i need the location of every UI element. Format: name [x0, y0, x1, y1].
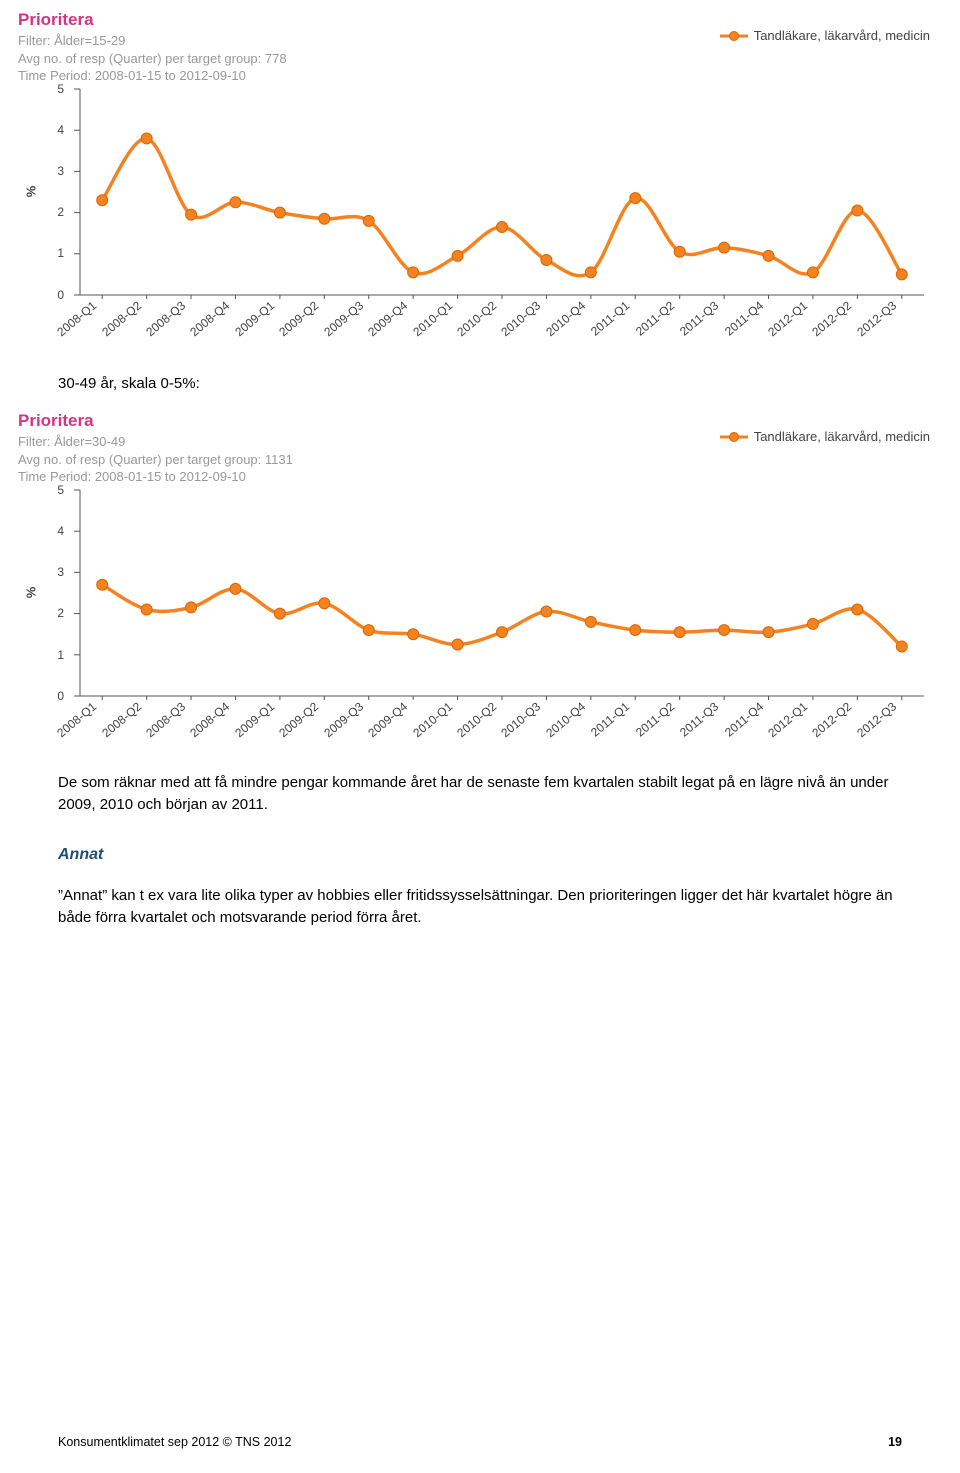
ytick-label: 3: [57, 164, 64, 178]
xtick-label: 2009-Q4: [366, 298, 411, 339]
legend-swatch-icon: [720, 30, 748, 42]
xtick-label: 2012-Q1: [765, 699, 810, 740]
xtick-label: 2011-Q4: [722, 699, 766, 739]
xtick-label: 2009-Q4: [366, 699, 411, 740]
xtick-label: 2009-Q3: [321, 298, 366, 339]
xtick-label: 2010-Q1: [410, 298, 455, 339]
xtick-label: 2008-Q1: [55, 298, 100, 339]
ytick-label: 3: [57, 565, 64, 579]
chart-2-meta-line: Avg no. of resp (Quarter) per target gro…: [18, 451, 942, 469]
chart-1-xticks: 2008-Q12008-Q22008-Q32008-Q42009-Q12009-…: [66, 299, 926, 361]
section-heading: Annat: [58, 843, 902, 867]
xtick-label: 2009-Q3: [321, 699, 366, 740]
xtick-label: 2012-Q2: [810, 298, 855, 339]
xtick-label: 2009-Q1: [232, 298, 277, 339]
page-footer: Konsumentklimatet sep 2012 © TNS 2012 19: [0, 1435, 960, 1449]
chart-1-meta-line: Time Period: 2008-01-15 to 2012-09-10: [18, 67, 942, 85]
xtick-label: 2010-Q3: [499, 699, 544, 740]
legend-swatch-icon: [720, 431, 748, 443]
chart-1-ylabel-box: %: [18, 85, 44, 299]
xtick-label: 2011-Q1: [588, 298, 632, 338]
xtick-label: 2011-Q1: [588, 699, 632, 739]
chart-2-xticks: 2008-Q12008-Q22008-Q32008-Q42009-Q12009-…: [66, 700, 926, 762]
chart-1-legend: Tandläkare, läkarvård, medicin: [720, 28, 930, 43]
ytick-label: 1: [57, 648, 64, 662]
footer-left: Konsumentklimatet sep 2012 © TNS 2012: [58, 1435, 291, 1449]
xtick-label: 2008-Q4: [188, 298, 233, 339]
chart-1-title: Prioritera: [18, 10, 942, 30]
xtick-label: 2012-Q3: [854, 699, 899, 740]
xtick-label: 2008-Q3: [143, 298, 188, 339]
xtick-label: 2008-Q3: [143, 699, 188, 740]
xtick-label: 2010-Q3: [499, 298, 544, 339]
ytick-label: 4: [57, 524, 64, 538]
chart-1-yticks: 0 1 2 3 4 5: [44, 85, 66, 299]
xtick-label: 2012-Q1: [765, 298, 810, 339]
ytick-label: 2: [57, 205, 64, 219]
chart-2-ylabel-box: %: [18, 486, 44, 700]
chart-1-plot: [66, 85, 942, 299]
xtick-label: 2011-Q2: [633, 298, 677, 338]
chart-2-yticks: 0 1 2 3 4 5: [44, 486, 66, 700]
paragraph: De som räknar med att få mindre pengar k…: [58, 772, 902, 817]
xtick-label: 2010-Q1: [410, 699, 455, 740]
xtick-label: 2010-Q2: [454, 699, 499, 740]
chart-2-meta-line: Time Period: 2008-01-15 to 2012-09-10: [18, 468, 942, 486]
xtick-label: 2011-Q4: [722, 298, 766, 338]
ytick-label: 2: [57, 606, 64, 620]
chart-2-title: Prioritera: [18, 411, 942, 431]
chart-2-svg: [66, 486, 942, 700]
xtick-label: 2011-Q2: [633, 699, 677, 739]
xtick-label: 2009-Q1: [232, 699, 277, 740]
chart-1-meta-line: Avg no. of resp (Quarter) per target gro…: [18, 50, 942, 68]
chart-2-plot: [66, 486, 942, 700]
chart-2-ylabel: %: [24, 587, 39, 599]
ytick-label: 0: [57, 689, 64, 703]
chart-1-ylabel: %: [24, 186, 39, 198]
xtick-label: 2010-Q4: [543, 298, 588, 339]
body-text-block: De som räknar med att få mindre pengar k…: [0, 772, 960, 930]
xtick-label: 2012-Q2: [810, 699, 855, 740]
ytick-label: 5: [57, 483, 64, 497]
footer-page-number: 19: [888, 1435, 902, 1449]
ytick-label: 0: [57, 288, 64, 302]
chart-2: Prioritera Filter: Ålder=30-49 Avg no. o…: [0, 401, 960, 762]
xtick-label: 2010-Q2: [454, 298, 499, 339]
paragraph: ”Annat” kan t ex vara lite olika typer a…: [58, 885, 902, 930]
xtick-label: 2008-Q2: [99, 298, 144, 339]
chart-2-legend-label: Tandläkare, läkarvård, medicin: [754, 429, 930, 444]
xtick-label: 2008-Q2: [99, 699, 144, 740]
xtick-label: 2010-Q4: [543, 699, 588, 740]
chart-2-legend: Tandläkare, läkarvård, medicin: [720, 429, 930, 444]
mid-subhead: 30-49 år, skala 0-5%:: [58, 373, 902, 396]
xtick-label: 2011-Q3: [677, 699, 721, 739]
chart-1-svg: [66, 85, 942, 299]
ytick-label: 5: [57, 82, 64, 96]
xtick-label: 2008-Q4: [188, 699, 233, 740]
xtick-label: 2009-Q2: [277, 298, 322, 339]
xtick-label: 2009-Q2: [277, 699, 322, 740]
chart-1: Prioritera Filter: Ålder=15-29 Avg no. o…: [0, 0, 960, 361]
chart-1-legend-label: Tandläkare, läkarvård, medicin: [754, 28, 930, 43]
mid-text-block: 30-49 år, skala 0-5%:: [0, 373, 960, 396]
ytick-label: 4: [57, 123, 64, 137]
xtick-label: 2012-Q3: [854, 298, 899, 339]
ytick-label: 1: [57, 246, 64, 260]
xtick-label: 2008-Q1: [55, 699, 100, 740]
xtick-label: 2011-Q3: [677, 298, 721, 338]
